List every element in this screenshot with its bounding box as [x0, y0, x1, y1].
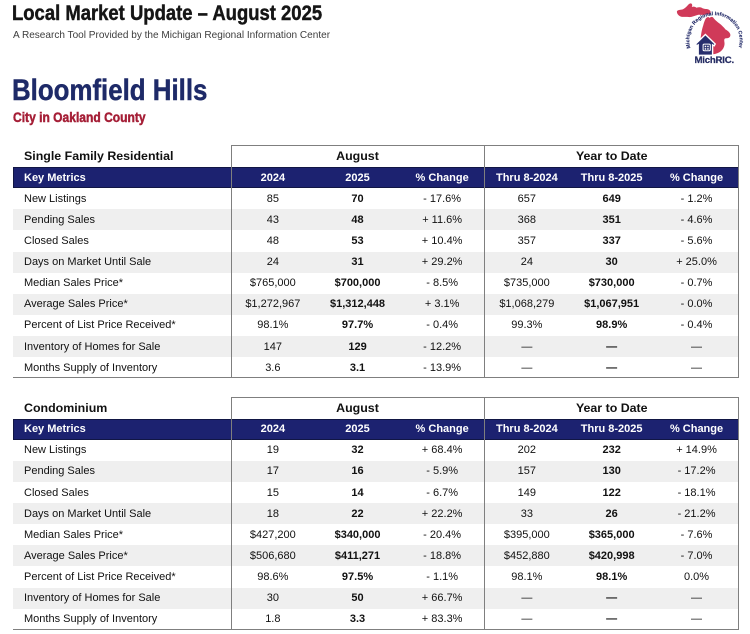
svg-text:MichRIC.: MichRIC.	[694, 55, 733, 66]
